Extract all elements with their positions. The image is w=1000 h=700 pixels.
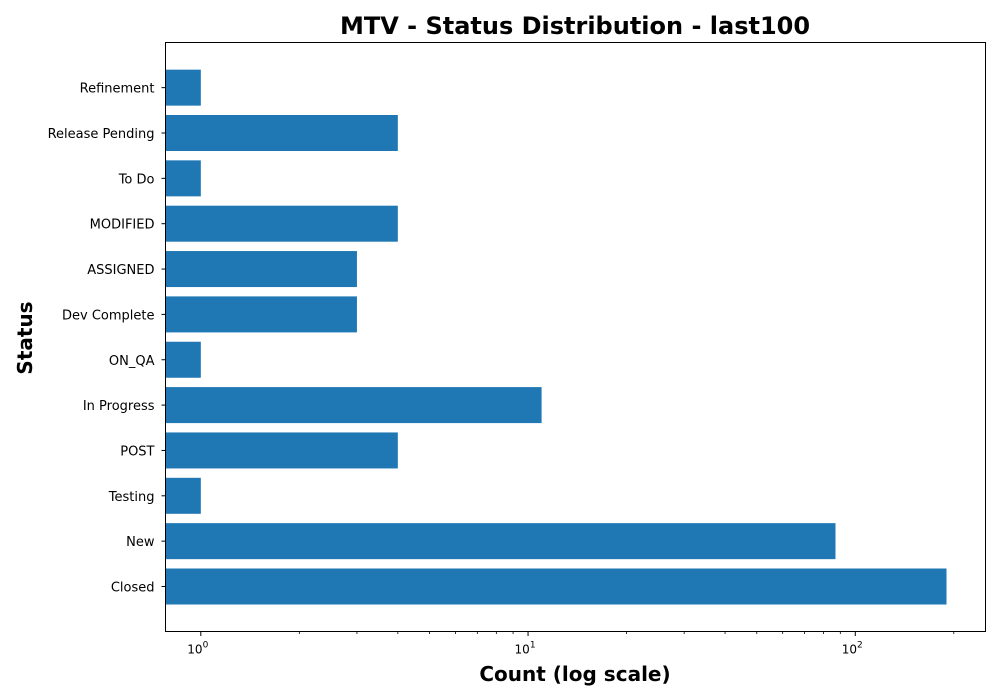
- y-tick-label: Closed: [111, 581, 155, 596]
- y-tick-label: ON_QA: [109, 354, 155, 369]
- bar-refinement: [165, 69, 201, 106]
- y-tick-label: New: [126, 535, 155, 550]
- bars-group: [165, 69, 947, 605]
- x-tick-label: 100: [187, 641, 208, 657]
- bar-in-progress: [165, 387, 542, 424]
- x-axis-ticks: 100 101 102: [187, 631, 955, 657]
- bar-to-do: [165, 160, 201, 197]
- bar-dev-complete: [165, 296, 357, 333]
- bar-modified: [165, 205, 398, 242]
- y-tick-label: Testing: [108, 490, 155, 505]
- chart-title: MTV - Status Distribution - last100: [340, 12, 810, 40]
- x-tick-label: 102: [842, 641, 863, 657]
- bar-release-pending: [165, 115, 398, 151]
- bar-on-qa: [165, 341, 201, 378]
- y-tick-label: Release Pending: [48, 127, 155, 142]
- y-tick-label: ASSIGNED: [87, 263, 154, 278]
- x-tick-label: 101: [515, 641, 536, 657]
- bar-closed: [165, 568, 947, 605]
- bar-post: [165, 432, 398, 469]
- plot-frame: [165, 42, 986, 632]
- y-tick-label: To Do: [118, 172, 155, 187]
- y-axis-label: Status: [13, 301, 37, 374]
- x-axis-label: Count (log scale): [479, 662, 670, 686]
- y-tick-label: Refinement: [80, 82, 155, 97]
- y-tick-label: POST: [120, 444, 154, 459]
- y-tick-label: MODIFIED: [90, 218, 155, 233]
- y-axis-ticks: Closed New Testing POST In Progress ON_QA Dev …: [48, 82, 166, 596]
- y-tick-label: In Progress: [83, 399, 155, 414]
- y-tick-label: Dev Complete: [62, 308, 155, 323]
- bar-new: [165, 523, 836, 560]
- bar-testing: [165, 477, 201, 514]
- bar-assigned: [165, 251, 357, 288]
